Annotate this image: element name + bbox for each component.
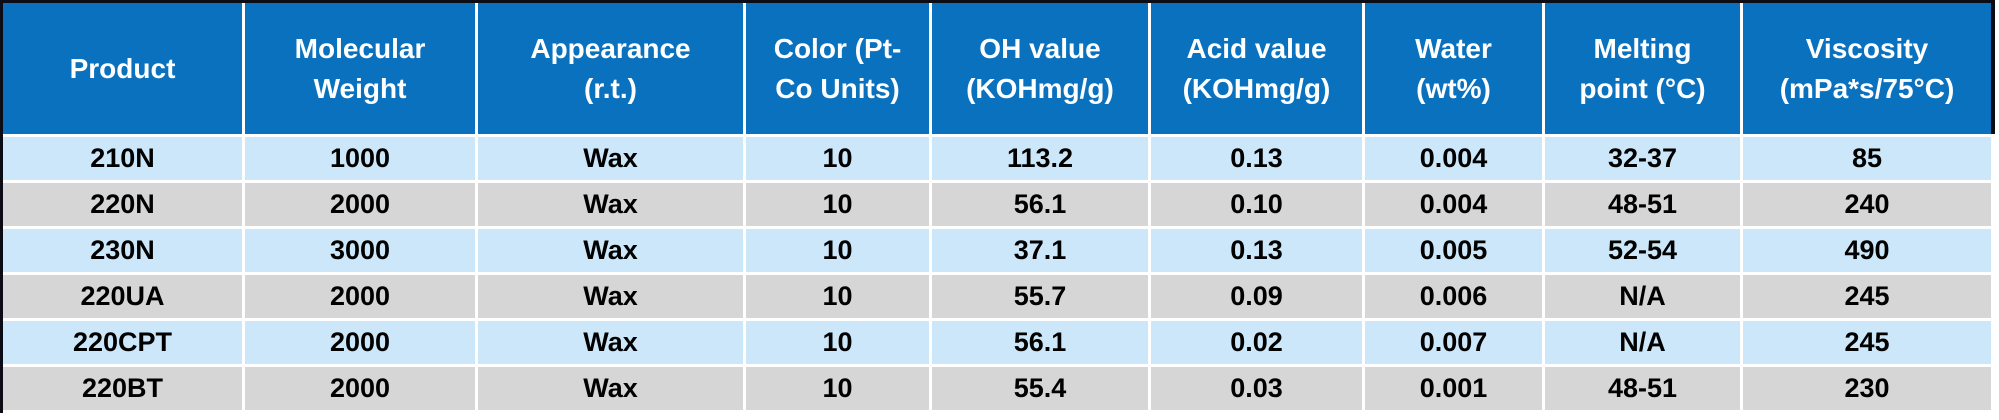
table-cell: 10: [746, 321, 932, 364]
header-label: Water: [1415, 32, 1492, 64]
table-cell: 37.1: [932, 229, 1151, 272]
table-cell: 0.13: [1151, 229, 1365, 272]
header-label: Viscosity: [1805, 32, 1929, 64]
table-cell: 1000: [245, 137, 478, 180]
table-cell: 220BT: [3, 367, 245, 410]
header-label: Molecular: [294, 32, 426, 64]
header-cell-viscosity: Viscosity (mPa*s/75°C): [1743, 3, 1991, 134]
table-cell: 210N: [3, 137, 245, 180]
table-cell: 245: [1743, 275, 1991, 318]
table-cell: Wax: [478, 367, 746, 410]
table-cell: 2000: [245, 275, 478, 318]
header-label: Melting: [1593, 32, 1692, 64]
table-cell: 56.1: [932, 183, 1151, 226]
table-row: 220UA 2000 Wax 10 55.7 0.09 0.006 N/A 245: [3, 275, 1991, 318]
table-cell: 0.03: [1151, 367, 1365, 410]
table-cell: N/A: [1545, 321, 1743, 364]
table-row: 230N 3000 Wax 10 37.1 0.13 0.005 52-54 490: [3, 229, 1991, 272]
table-cell: 220N: [3, 183, 245, 226]
table-cell: 220CPT: [3, 321, 245, 364]
table-cell: 10: [746, 229, 932, 272]
table-cell: 0.02: [1151, 321, 1365, 364]
table-cell: 240: [1743, 183, 1991, 226]
header-cell-melting-point: Melting point (°C): [1545, 3, 1743, 134]
header-cell-oh-value: OH value (KOHmg/g): [932, 3, 1151, 134]
table-header-row: Product Molecular Weight Appearance (r.t…: [3, 3, 1995, 134]
table-cell: 113.2: [932, 137, 1151, 180]
table-cell: 0.006: [1365, 275, 1545, 318]
header-cell-acid-value: Acid value (KOHmg/g): [1151, 3, 1365, 134]
header-label: Color (Pt-: [773, 32, 902, 64]
header-label: (wt%): [1416, 72, 1491, 104]
table-cell: 220UA: [3, 275, 245, 318]
table-cell: 230N: [3, 229, 245, 272]
table-cell: 32-37: [1545, 137, 1743, 180]
header-cell-appearance: Appearance (r.t.): [478, 3, 746, 134]
table-row: 220CPT 2000 Wax 10 56.1 0.02 0.007 N/A 245: [3, 321, 1991, 364]
table-cell: 3000: [245, 229, 478, 272]
table-cell: Wax: [478, 321, 746, 364]
table-cell: Wax: [478, 183, 746, 226]
table-body: 210N 1000 Wax 10 113.2 0.13 0.004 32-37 85 220N 20…: [3, 137, 1995, 410]
table-cell: 0.005: [1365, 229, 1545, 272]
table-cell: 2000: [245, 367, 478, 410]
table-cell: 10: [746, 367, 932, 410]
table-cell: 55.7: [932, 275, 1151, 318]
table-cell: 85: [1743, 137, 1991, 180]
header-label: (r.t.): [584, 72, 637, 104]
table-cell: 490: [1743, 229, 1991, 272]
table-cell: 48-51: [1545, 367, 1743, 410]
table-cell: 2000: [245, 321, 478, 364]
table-cell: 0.09: [1151, 275, 1365, 318]
table-cell: 10: [746, 183, 932, 226]
header-label: (mPa*s/75°C): [1779, 72, 1955, 104]
table-row: 210N 1000 Wax 10 113.2 0.13 0.004 32-37 85: [3, 137, 1991, 180]
table-cell: 2000: [245, 183, 478, 226]
header-label: (KOHmg/g): [1182, 72, 1331, 104]
table-cell: 10: [746, 137, 932, 180]
header-label: (KOHmg/g): [966, 72, 1114, 104]
header-label: OH value: [979, 32, 1101, 64]
table-row: 220N 2000 Wax 10 56.1 0.10 0.004 48-51 240: [3, 183, 1991, 226]
header-label: Product: [69, 52, 176, 84]
header-label: Co Units): [775, 72, 900, 104]
table-cell: 52-54: [1545, 229, 1743, 272]
header-label: Acid value: [1186, 32, 1327, 64]
header-label: Weight: [313, 72, 407, 104]
table-cell: 0.10: [1151, 183, 1365, 226]
header-label: Appearance: [530, 32, 691, 64]
table-cell: 230: [1743, 367, 1991, 410]
table-cell: 0.004: [1365, 183, 1545, 226]
table-cell: 10: [746, 275, 932, 318]
table-cell: 245: [1743, 321, 1991, 364]
table-cell: 56.1: [932, 321, 1151, 364]
header-label: point (°C): [1579, 72, 1706, 104]
table-cell: 0.004: [1365, 137, 1545, 180]
table-cell: 55.4: [932, 367, 1151, 410]
table-cell: Wax: [478, 137, 746, 180]
header-cell-water: Water (wt%): [1365, 3, 1545, 134]
table-cell: N/A: [1545, 275, 1743, 318]
header-cell-molecular-weight: Molecular Weight: [245, 3, 478, 134]
table-cell: 0.13: [1151, 137, 1365, 180]
table-cell: Wax: [478, 229, 746, 272]
table-row: 220BT 2000 Wax 10 55.4 0.03 0.001 48-51 230: [3, 367, 1991, 410]
table-cell: Wax: [478, 275, 746, 318]
table-cell: 48-51: [1545, 183, 1743, 226]
header-cell-color: Color (Pt- Co Units): [746, 3, 932, 134]
table-cell: 0.007: [1365, 321, 1545, 364]
table-cell: 0.001: [1365, 367, 1545, 410]
header-cell-product: Product: [3, 3, 245, 134]
